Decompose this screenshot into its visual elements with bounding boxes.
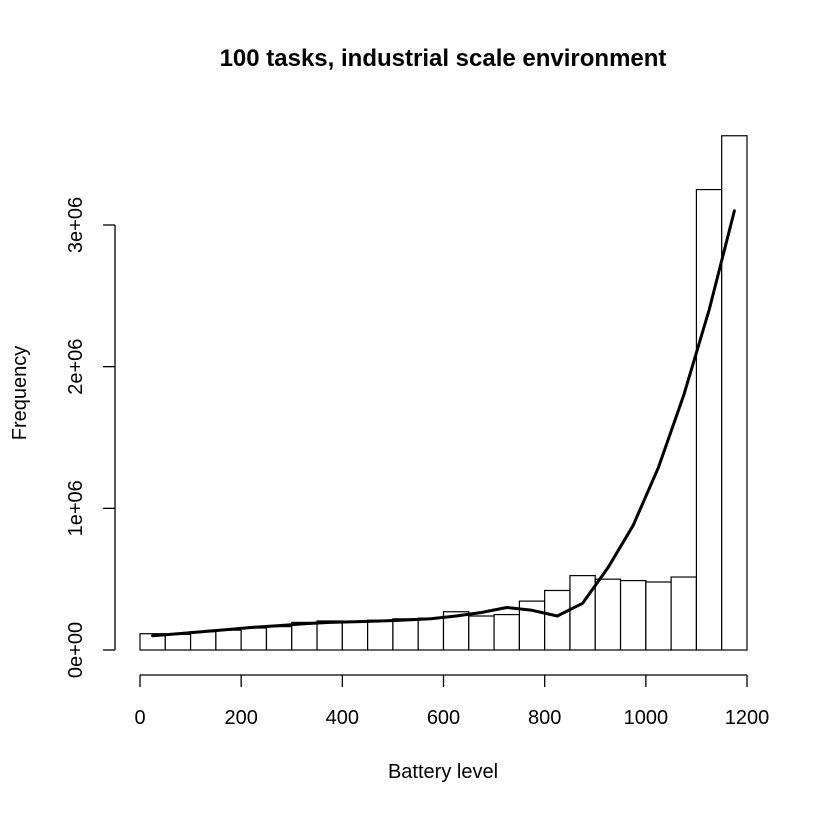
histogram-bar-9 bbox=[341, 621, 369, 651]
y-axis-label: Frequency bbox=[9, 346, 31, 441]
histogram-bar-15 bbox=[493, 613, 520, 651]
y-axis: 0e+00 1e+06 2e+06 3e+06 bbox=[65, 197, 116, 678]
histogram-bar-7 bbox=[291, 621, 318, 651]
histogram-bar-17 bbox=[544, 589, 571, 651]
histogram-bar-22 bbox=[670, 576, 698, 651]
x-tick-label-1: 0 bbox=[134, 707, 145, 729]
histogram-bar-19 bbox=[594, 578, 622, 651]
histogram-bar-10 bbox=[367, 619, 394, 651]
histogram-bar-11 bbox=[392, 618, 419, 651]
density-curve-layer bbox=[151, 209, 736, 638]
histogram-bar-20 bbox=[619, 579, 647, 651]
histogram-bar-5 bbox=[240, 627, 268, 651]
y-tick-label-2: 1e+06 bbox=[65, 480, 87, 536]
histogram-bar-12 bbox=[417, 617, 445, 651]
x-tick-label-5: 800 bbox=[528, 707, 561, 729]
histogram-bar-4 bbox=[215, 629, 242, 651]
y-tick-label-4: 3e+06 bbox=[65, 197, 87, 253]
histogram-bar-8 bbox=[316, 620, 343, 651]
histogram-bar-24 bbox=[721, 135, 748, 651]
histogram-bar-3 bbox=[189, 630, 217, 651]
x-tick-label-7: 1200 bbox=[725, 707, 770, 729]
histogram-bar-23 bbox=[695, 188, 723, 651]
x-tick-label-6: 1000 bbox=[624, 707, 669, 729]
x-tick-label-4: 600 bbox=[427, 707, 460, 729]
histogram-bars bbox=[139, 135, 748, 651]
x-tick-label-3: 400 bbox=[326, 707, 359, 729]
histogram-bar-6 bbox=[265, 626, 293, 651]
x-axis: 0 200 400 600 800 1000 1200 bbox=[134, 674, 770, 729]
x-tick-label-2: 200 bbox=[224, 707, 257, 729]
chart-title: 100 tasks, industrial scale environment bbox=[220, 45, 667, 72]
density-curve bbox=[151, 209, 736, 638]
x-axis-label: Battery level bbox=[388, 761, 498, 783]
histogram-bar-18 bbox=[569, 575, 596, 651]
histogram-bar-21 bbox=[645, 581, 672, 651]
y-tick-label-3: 2e+06 bbox=[65, 339, 87, 395]
histogram-bar-2 bbox=[164, 633, 192, 651]
y-tick-label-1: 0e+00 bbox=[65, 622, 87, 678]
histogram-bar-14 bbox=[468, 615, 495, 651]
